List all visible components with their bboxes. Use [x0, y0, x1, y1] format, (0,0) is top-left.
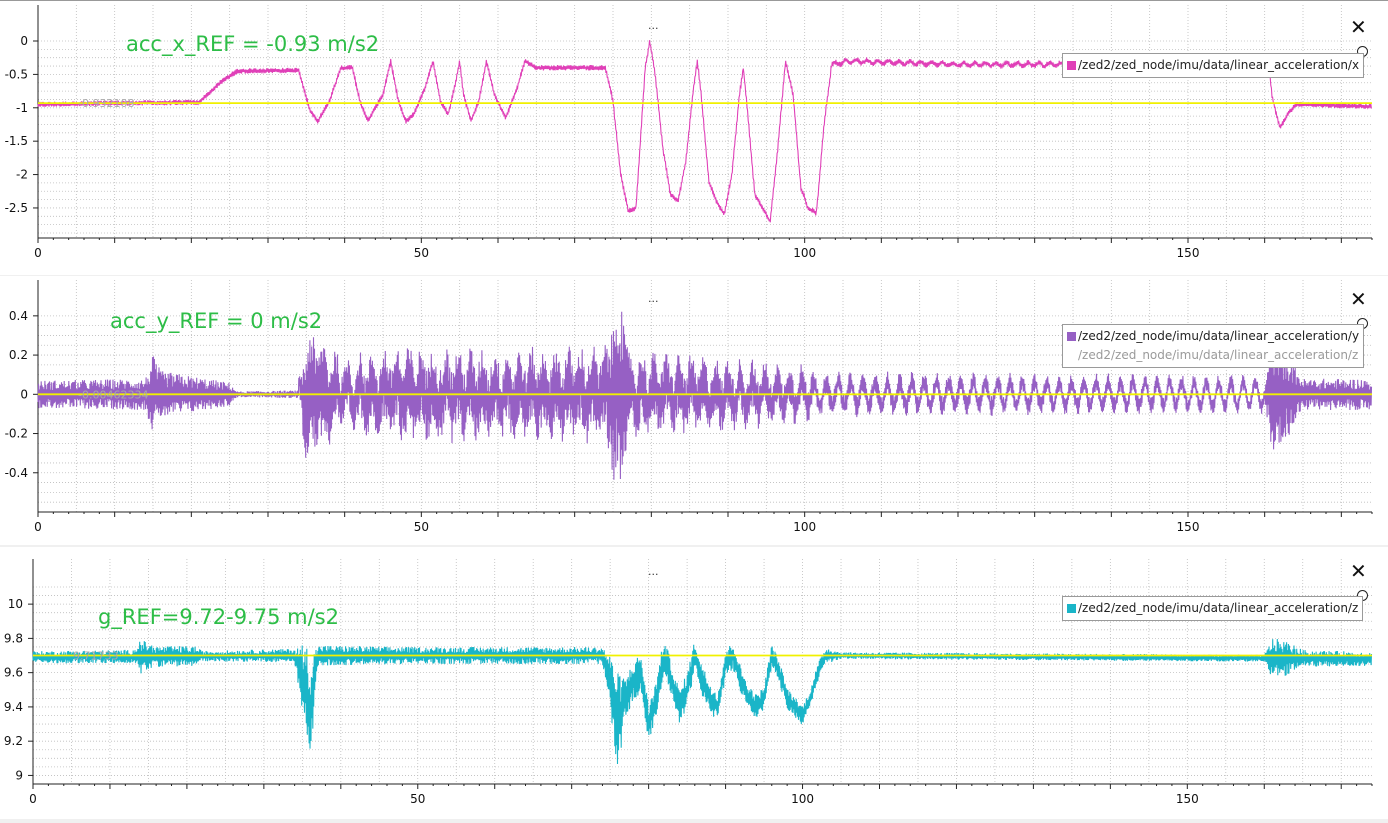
plot-panel-x[interactable]: 0 50 100 150 0 -0.5 -1 -1.5 -2 -2.5 -0.932108 ... … — [0, 0, 1388, 275]
y-tick-label: 10 — [8, 597, 23, 611]
legend-x[interactable]: /zed2/zed_node/imu/data/linear_accelerat… — [1062, 53, 1365, 78]
x-tick-label: 50 — [410, 792, 425, 806]
y-tick-label: 9.4 — [4, 700, 23, 714]
x-tick-label: 50 — [414, 246, 429, 260]
x-tick-label: 50 — [414, 520, 429, 534]
x-tick-label: 150 — [1176, 792, 1199, 806]
reference-value-label: -0.932108 — [78, 97, 134, 110]
annotation-acc-x: acc_x_REF = -0.93 m/s2 — [126, 32, 380, 56]
y-tick-label: 9.6 — [4, 666, 23, 680]
y-tick-label: -0.4 — [5, 466, 28, 480]
panel-menu-dots[interactable]: ... — [648, 19, 659, 32]
y-tick-label: 9.2 — [4, 734, 23, 748]
legend-swatch — [1067, 604, 1076, 613]
x-tick-label: 0 — [34, 520, 42, 534]
y-tick-label: -1.5 — [5, 134, 28, 148]
y-tick-label: 9 — [15, 768, 23, 782]
y-tick-label: 0.4 — [9, 309, 28, 323]
data-series-line — [32, 638, 1373, 765]
x-tick-label: 100 — [793, 246, 816, 260]
y-tick-label: 0 — [20, 34, 28, 48]
legend-z[interactable]: /zed2/zed_node/imu/data/linear_accelerat… — [1062, 596, 1364, 621]
legend-item[interactable]: /zed2/zed_node/imu/data/linear_accelerat… — [1067, 56, 1359, 75]
y-tick-label: -2.5 — [5, 201, 28, 215]
y-tick-label: -0.2 — [5, 427, 28, 441]
legend-item-inactive[interactable]: /zed2/zed_node/imu/data/linear_accelerat… — [1067, 346, 1359, 365]
legend-item[interactable]: /zed2/zed_node/imu/data/linear_accelerat… — [1067, 327, 1359, 346]
x-tick-label: 100 — [793, 520, 816, 534]
close-icon[interactable]: ✕ — [1350, 287, 1367, 311]
x-tick-label: 150 — [1177, 246, 1200, 260]
legend-item[interactable]: /zed2/zed_node/imu/data/linear_accelerat… — [1067, 599, 1358, 618]
y-tick-label: 9.8 — [4, 631, 23, 645]
y-tick-label: -2 — [16, 168, 28, 182]
plot-x-svg[interactable]: 0 50 100 150 0 -0.5 -1 -1.5 -2 -2.5 -0.932108 — [0, 1, 1388, 275]
x-tick-label: 0 — [29, 792, 37, 806]
legend-label: /zed2/zed_node/imu/data/linear_accelerat… — [1078, 329, 1360, 343]
plot-panel-y[interactable]: 0 50 100 150 0.4 0.2 0 -0.2 -0.4 -0.00462334 ... … — [0, 276, 1388, 545]
close-icon[interactable]: ✕ — [1350, 559, 1367, 583]
legend-swatch — [1067, 61, 1076, 70]
legend-label: /zed2/zed_node/imu/data/linear_accelerat… — [1078, 348, 1359, 362]
x-tick-label: 100 — [791, 792, 814, 806]
legend-label: /zed2/zed_node/imu/data/linear_accelerat… — [1078, 58, 1360, 72]
panel-menu-dots[interactable]: ... — [648, 565, 659, 578]
reference-value-label: 9.71733 — [73, 650, 119, 663]
plot-z-svg[interactable]: 0 50 100 150 10 9.8 9.6 9.4 9.2 9 9.71733 — [0, 547, 1388, 819]
plot-y-svg[interactable]: 0 50 100 150 0.4 0.2 0 -0.2 -0.4 -0.00462334 — [0, 276, 1388, 545]
x-tick-label: 0 — [34, 246, 42, 260]
y-tick-label: 0.2 — [9, 348, 28, 362]
x-tick-label: 150 — [1177, 520, 1200, 534]
grid — [37, 5, 1372, 238]
y-tick-label: -0.5 — [5, 67, 28, 81]
legend-label: /zed2/zed_node/imu/data/linear_accelerat… — [1078, 601, 1359, 615]
data-series-line — [37, 311, 1373, 480]
legend-swatch — [1067, 332, 1076, 341]
panel-menu-dots[interactable]: ... — [648, 292, 659, 305]
legend-y[interactable]: /zed2/zed_node/imu/data/linear_accelerat… — [1062, 324, 1365, 368]
annotation-acc-y: acc_y_REF = 0 m/s2 — [110, 309, 323, 333]
close-icon[interactable]: ✕ — [1350, 15, 1367, 39]
y-tick-label: 0 — [20, 387, 28, 401]
annotation-g: g_REF=9.72-9.75 m/s2 — [98, 605, 339, 629]
reference-value-label: -0.00462334 — [78, 388, 148, 401]
y-tick-label: -1 — [16, 101, 28, 115]
plot-panel-z[interactable]: 0 50 100 150 10 9.8 9.6 9.4 9.2 9 9.71733 ... ✕ g_… — [0, 547, 1388, 819]
